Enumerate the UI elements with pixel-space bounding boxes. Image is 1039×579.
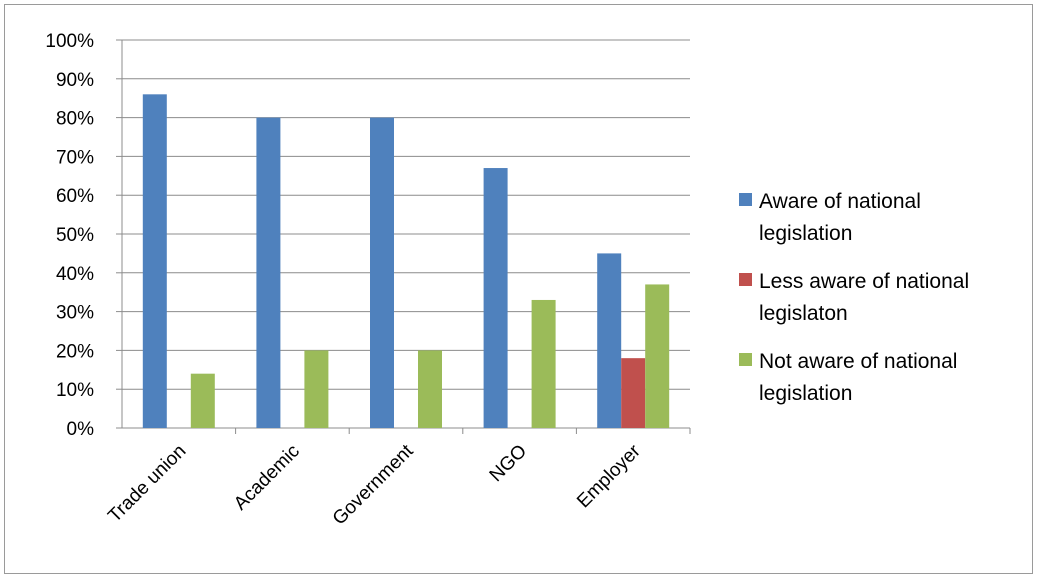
bar xyxy=(190,373,215,428)
legend-label-line: legislation xyxy=(759,382,852,405)
x-tick-label: Employer xyxy=(573,440,645,512)
y-tick-label: 30% xyxy=(56,303,94,324)
bar xyxy=(370,117,394,428)
bar xyxy=(597,253,622,428)
bar xyxy=(645,284,670,428)
x-tick-label: Government xyxy=(329,440,418,529)
y-tick-label: 20% xyxy=(56,341,94,362)
bar xyxy=(256,117,281,428)
bar xyxy=(142,94,167,428)
y-tick-label: 10% xyxy=(56,380,94,401)
y-tick-label: 100% xyxy=(45,31,94,52)
bar xyxy=(418,350,442,428)
bar xyxy=(621,358,646,428)
legend-label-line: Aware of national xyxy=(759,190,921,213)
legend-label: Not aware of national legislation xyxy=(759,350,957,405)
legend-label-line: Not aware of national xyxy=(759,350,957,373)
y-tick-label: 50% xyxy=(56,225,94,246)
y-tick-label: 0% xyxy=(67,419,95,440)
legend-swatch xyxy=(739,193,752,206)
legend-label: Less aware of national legislaton xyxy=(759,270,969,325)
legend-label: Aware of national legislation xyxy=(759,190,921,245)
bar xyxy=(304,350,329,428)
y-tick-label: 90% xyxy=(56,70,94,91)
x-tick-label: Academic xyxy=(230,441,304,515)
x-tick-label: NGO xyxy=(486,441,531,486)
legend-label-line: Less aware of national xyxy=(759,270,969,293)
legend-swatch xyxy=(739,273,752,286)
x-tick-label: Trade union xyxy=(104,441,190,527)
legend-label-line: legislaton xyxy=(759,302,848,325)
y-tick-label: 40% xyxy=(56,264,94,285)
bar xyxy=(531,299,556,428)
bar xyxy=(483,168,508,429)
y-tick-label: 80% xyxy=(56,109,94,130)
y-tick-label: 70% xyxy=(56,147,94,168)
legend-swatch xyxy=(739,353,752,366)
y-tick-label: 60% xyxy=(56,186,94,207)
legend-label-line: legislation xyxy=(759,222,852,245)
chart-frame xyxy=(4,4,1033,574)
